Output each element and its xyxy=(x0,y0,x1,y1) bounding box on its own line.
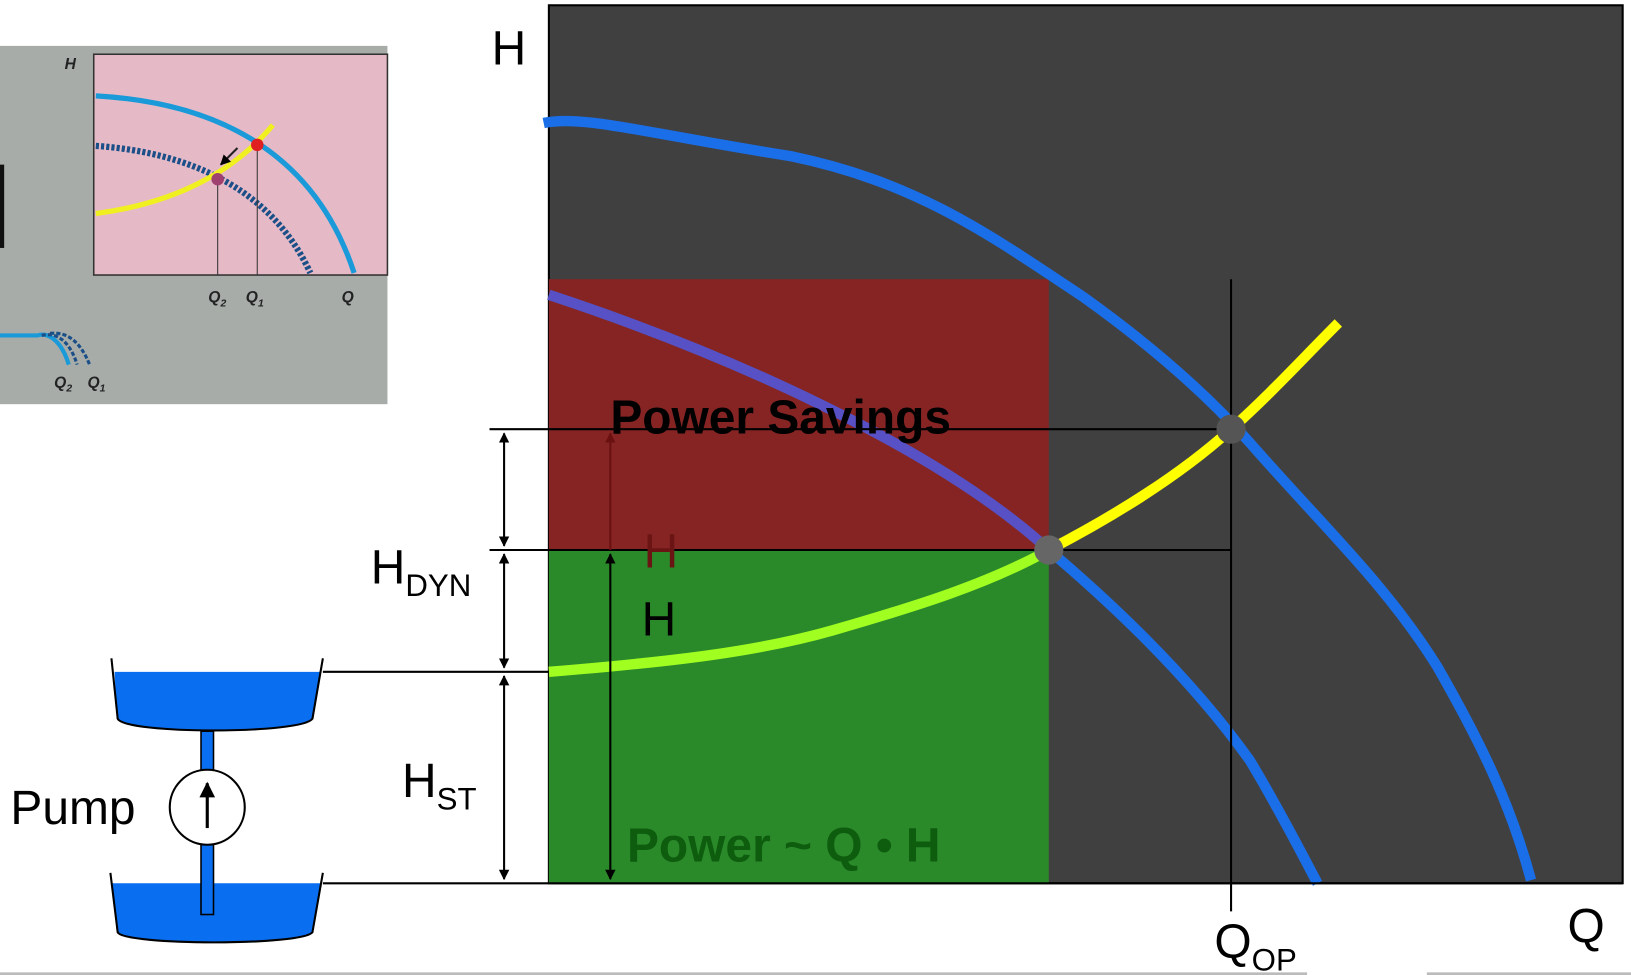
operating-point xyxy=(1216,415,1245,444)
x-axis-label: Q xyxy=(1567,901,1604,954)
page: {"main_chart": {"y_axis_label": "H", "x_… xyxy=(0,0,1631,975)
h-st-label: HST xyxy=(402,755,477,816)
power-formula-label: Power ~ Q • H xyxy=(627,819,941,872)
inset-point xyxy=(211,173,223,185)
inset-point xyxy=(251,139,263,151)
power-savings-label: Power Savings xyxy=(610,391,951,444)
y-axis-label: H xyxy=(492,23,527,76)
main-chart: H Q Power Savings Power ~ Q • H H H HDYN… xyxy=(323,5,1623,975)
q-op-label: QOP xyxy=(1214,916,1296,975)
inset: H Q2 Q1 Q Q2 Q1 xyxy=(0,46,387,404)
h-dyn-label: HDYN xyxy=(371,541,472,602)
pipe xyxy=(201,731,213,770)
lower-tank-water xyxy=(112,883,320,942)
diagram: H Q2 Q1 Q Q2 Q1 H Q Power Savings Power … xyxy=(0,0,1631,975)
inset-x-label: Q xyxy=(342,289,354,306)
pipe xyxy=(201,845,213,915)
pump-schematic: Pump xyxy=(10,658,322,942)
upper-tank-water xyxy=(115,672,321,731)
pump-label: Pump xyxy=(10,782,135,835)
operating-point xyxy=(1034,535,1063,564)
inset-edge xyxy=(0,165,4,248)
head-label-upper: H xyxy=(644,526,679,579)
inset-axis-label: H xyxy=(65,56,77,73)
head-label-lower: H xyxy=(642,593,677,646)
